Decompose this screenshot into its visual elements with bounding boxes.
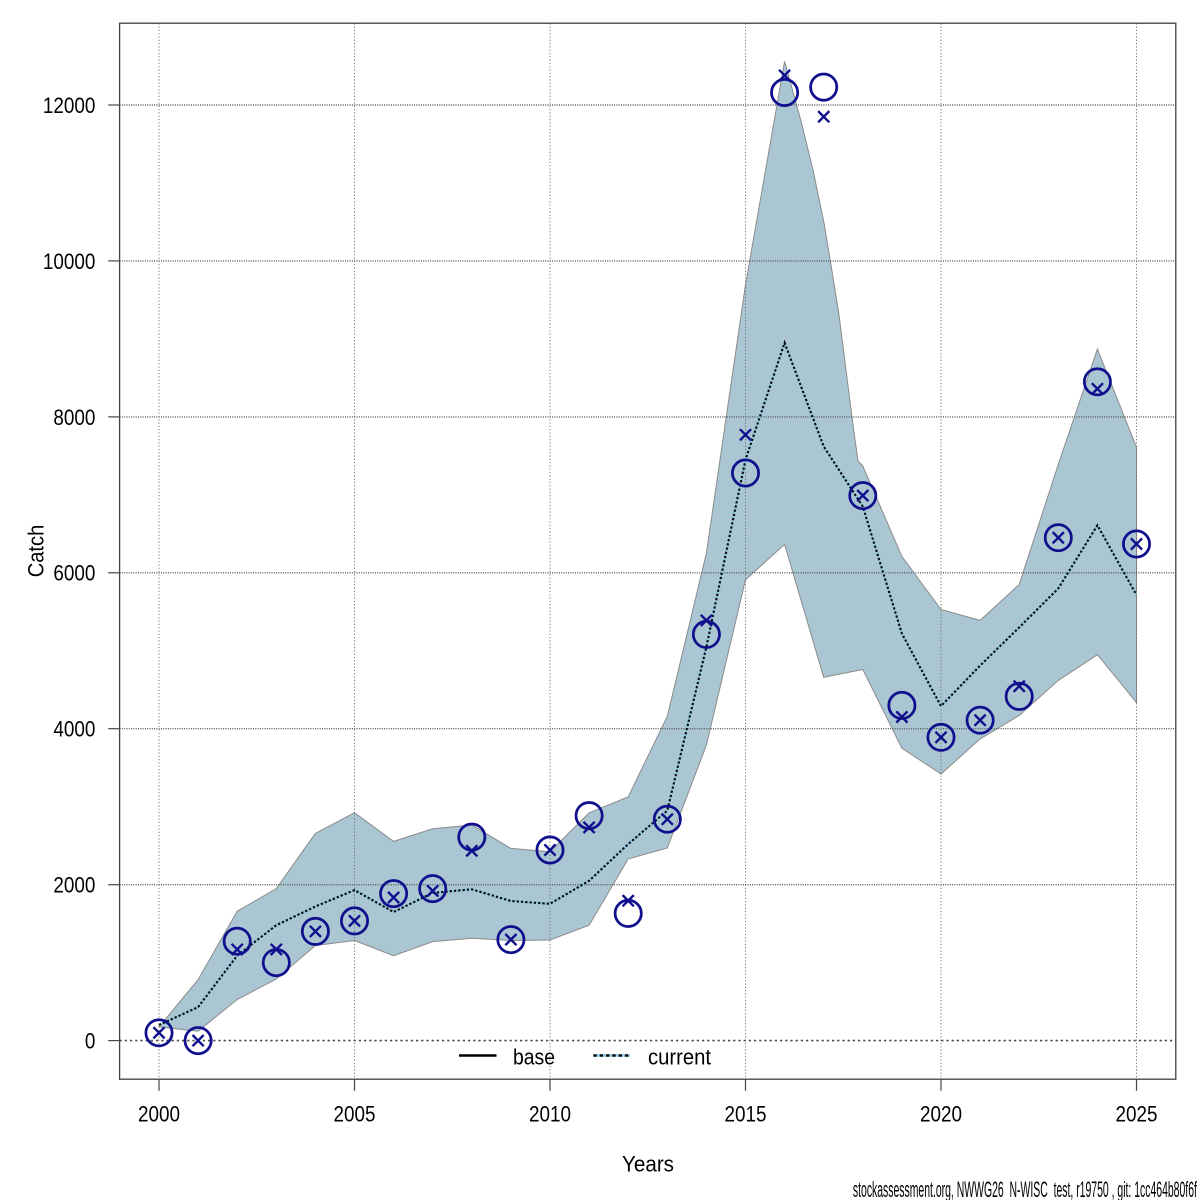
svg-text:Years: Years [622, 1152, 674, 1177]
svg-text:base: base [513, 1044, 555, 1069]
svg-text:8000: 8000 [53, 405, 95, 430]
svg-text:current: current [648, 1044, 711, 1069]
svg-text:4000: 4000 [53, 717, 95, 742]
svg-text:Catch: Catch [24, 525, 49, 578]
svg-text:2025: 2025 [1116, 1101, 1158, 1126]
svg-text:stockassessment.org, NWWG26_N-: stockassessment.org, NWWG26_N-WISC_test,… [853, 1177, 1197, 1200]
svg-text:6000: 6000 [53, 561, 95, 586]
svg-text:2015: 2015 [725, 1101, 767, 1126]
svg-text:2020: 2020 [920, 1101, 962, 1126]
svg-text:0: 0 [85, 1029, 96, 1054]
svg-text:2000: 2000 [138, 1101, 180, 1126]
svg-text:12000: 12000 [43, 93, 96, 118]
svg-text:10000: 10000 [43, 249, 96, 274]
svg-text:2000: 2000 [53, 873, 95, 898]
svg-text:2010: 2010 [529, 1101, 571, 1126]
svg-text:2005: 2005 [334, 1101, 376, 1126]
